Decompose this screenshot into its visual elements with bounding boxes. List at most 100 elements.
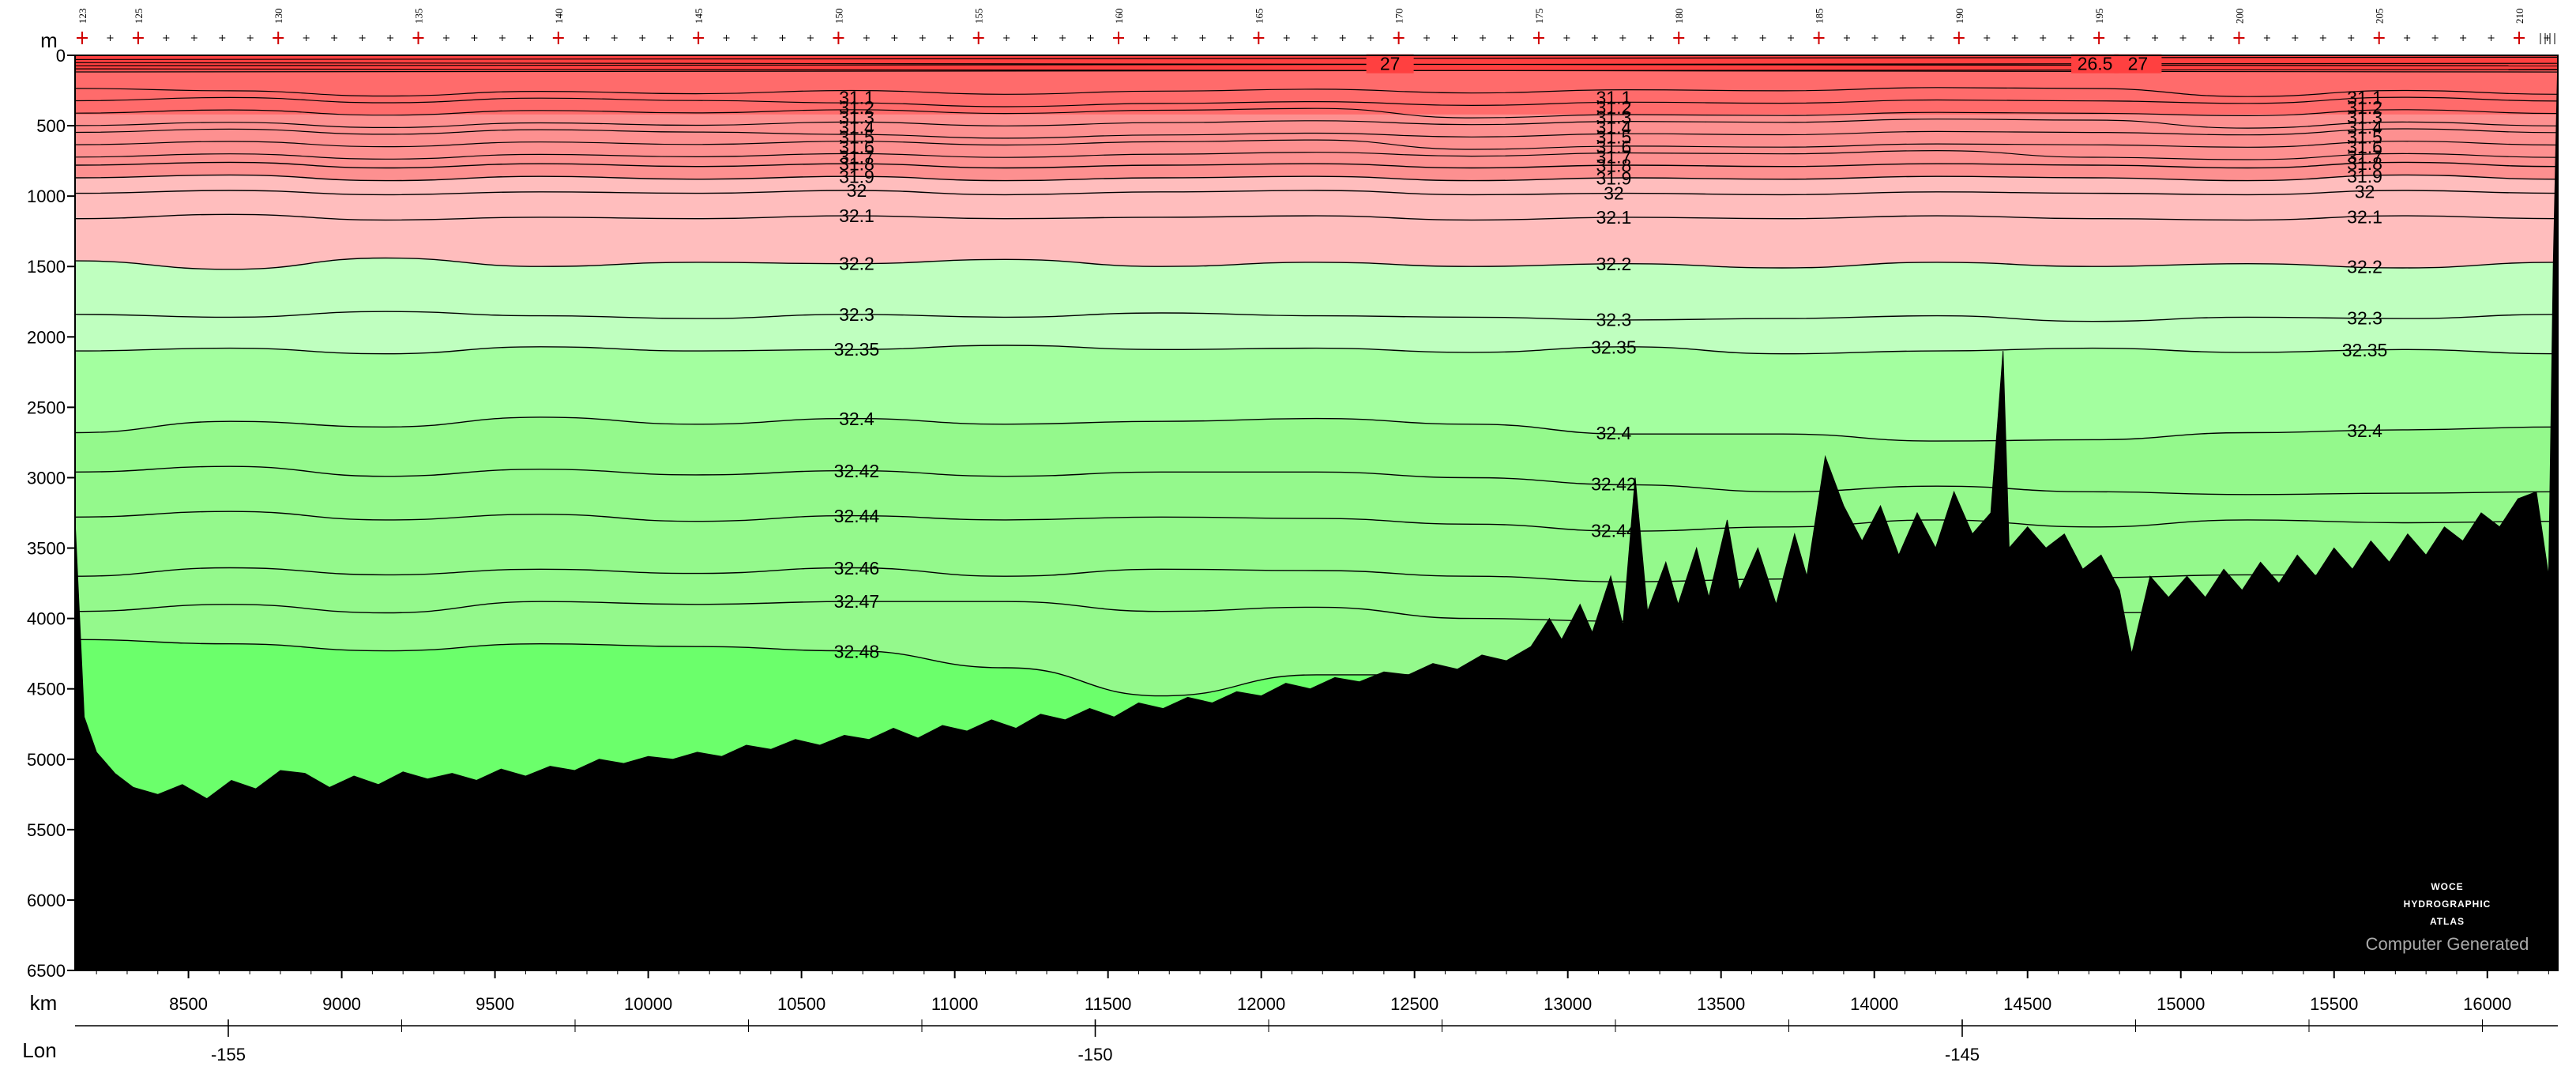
contour-line-31.6 [75,139,2558,150]
contour-label-31.4: 31.4 [1596,117,1632,138]
contour-label-31.7: 31.7 [839,146,874,167]
longitude-unit-label: Lon [22,1038,56,1062]
station-label: 135 [413,9,425,24]
contour-label-32.2: 32.2 [1596,254,1632,274]
watermark-line3: ATLAS [2430,916,2465,927]
station-label: 145 [693,9,705,24]
contour-label-32: 32 [847,180,867,201]
axes: m0 500 1000 1500 2000 2500 3000 3500 4000 4500 500… [22,28,2558,1064]
contour-label-31.3: 31.3 [839,107,874,127]
contour-label-31.6: 31.6 [2347,137,2382,157]
contour-line-32.35 [75,345,2558,355]
contour-label-31.5: 31.5 [839,126,874,147]
bathymetry-silhouette [75,55,2558,970]
contour-line-31.4 [75,119,2558,129]
distance-tick-label: 14000 [1850,994,1898,1014]
station-label: 190 [1954,9,1965,24]
depth-tick-label: 5000 [27,750,66,770]
contour-label-32.1: 32.1 [1596,207,1632,228]
contour-label-32: 32 [2355,181,2375,202]
station-label: 140 [553,9,565,24]
station-label: 175 [1533,9,1545,24]
distance-unit-label: km [30,991,58,1015]
contour-label-32.42: 32.42 [1591,474,1637,495]
watermark-line2: HYDROGRAPHIC [2404,899,2491,910]
depth-tick-label: 6500 [27,961,66,981]
station-label: 210 [2514,9,2525,24]
contour-line-31.7 [75,149,2558,160]
contour-line-32 [75,190,2558,196]
contour-line-32.1 [75,213,2558,221]
contour-label-31.7: 31.7 [1596,146,1632,167]
distance-tick-label: 13500 [1697,994,1745,1014]
contour-label-32.2: 32.2 [839,253,874,273]
contour-label-27: 27 [2128,54,2149,74]
station-markers: 123 125 130 135 140 145 150 155 160 165 170 175 180 1… [77,9,2555,44]
contour-label-31.8: 31.8 [2347,153,2382,174]
band-upper [75,70,2558,115]
contour-line-32.42 [75,465,2558,495]
contour-line-31.5 [75,128,2558,139]
contour-label-32.35: 32.35 [2342,340,2388,360]
contour-label-31.6: 31.6 [1596,137,1632,157]
distance-tick-label: 14500 [2003,994,2051,1014]
distance-tick-label: 10000 [624,994,672,1014]
contour-label-32.1: 32.1 [839,205,874,226]
contour-label-32.47: 32.47 [834,591,880,612]
depth-unit-label: m [40,28,58,52]
contour-label-31.1: 31.1 [1596,87,1632,107]
contour-line-31.9 [75,174,2558,182]
distance-tick-label: 12000 [1237,994,1285,1014]
contour-line-31.8 [75,161,2558,169]
depth-tick-label: 4500 [27,680,66,699]
depth-tick-label: 500 [36,116,66,136]
depth-tick-label: 3500 [27,539,66,559]
contour-label-32.2: 32.2 [2347,257,2382,277]
contour-label-32: 32 [1604,183,1624,204]
depth-tick-label: 0 [56,46,66,66]
contour-label-32.46: 32.46 [834,558,880,578]
depth-tick-label: 1500 [27,257,66,277]
distance-tick-label: 10500 [777,994,825,1014]
contour-label-31.8: 31.8 [1596,155,1632,175]
contour-label-31.1: 31.1 [839,87,874,107]
contour-label-31.5: 31.5 [2347,126,2382,147]
contour-line-31.1 [75,87,2558,97]
distance-tick-label: 9000 [322,994,361,1014]
surface-label-bg [2114,54,2162,73]
contour-line-32.46 [75,567,2558,583]
contour-line-32.4 [75,416,2558,442]
contour-line-31.3 [75,107,2558,119]
station-label: 160 [1113,9,1125,24]
contour-label-31.9: 31.9 [839,166,874,186]
contour-line-32.44 [75,511,2558,532]
distance-tick-label: 9500 [476,994,514,1014]
depth-tick-label: 3000 [27,468,66,488]
distance-tick-label: 11000 [931,994,979,1014]
station-label: 170 [1393,9,1405,24]
contour-label-31.2: 31.2 [2347,97,2382,118]
contour-label-32.3: 32.3 [1596,310,1632,330]
contour-label-31.1: 31.1 [2347,87,2382,107]
contour-label-32.4: 32.4 [839,409,874,429]
contour-label-32.4: 32.4 [1596,423,1632,443]
contour-label-31.4: 31.4 [2347,117,2382,138]
contour-label-32.44: 32.44 [834,506,880,526]
depth-tick-label: 5500 [27,820,66,840]
station-label: 150 [833,9,844,24]
contour-label-32.48: 32.48 [834,641,880,661]
contour-label-31.5: 31.5 [1596,126,1632,147]
station-label: 130 [273,9,284,24]
contour-line-32.2 [75,257,2558,270]
distance-tick-label: 12500 [1390,994,1438,1014]
contour-label-31.3: 31.3 [1596,107,1632,127]
longitude-tick-label: -155 [211,1045,246,1064]
watermark: WOCE HYDROGRAPHIC ATLAS Computer Generat… [2366,881,2529,954]
contour-label-31.9: 31.9 [2347,166,2382,186]
contour-label-31.2: 31.2 [839,97,874,118]
distance-tick-label: 15500 [2310,994,2358,1014]
contour-label-31.9: 31.9 [1596,168,1632,188]
contour-label-31.8: 31.8 [839,153,874,174]
